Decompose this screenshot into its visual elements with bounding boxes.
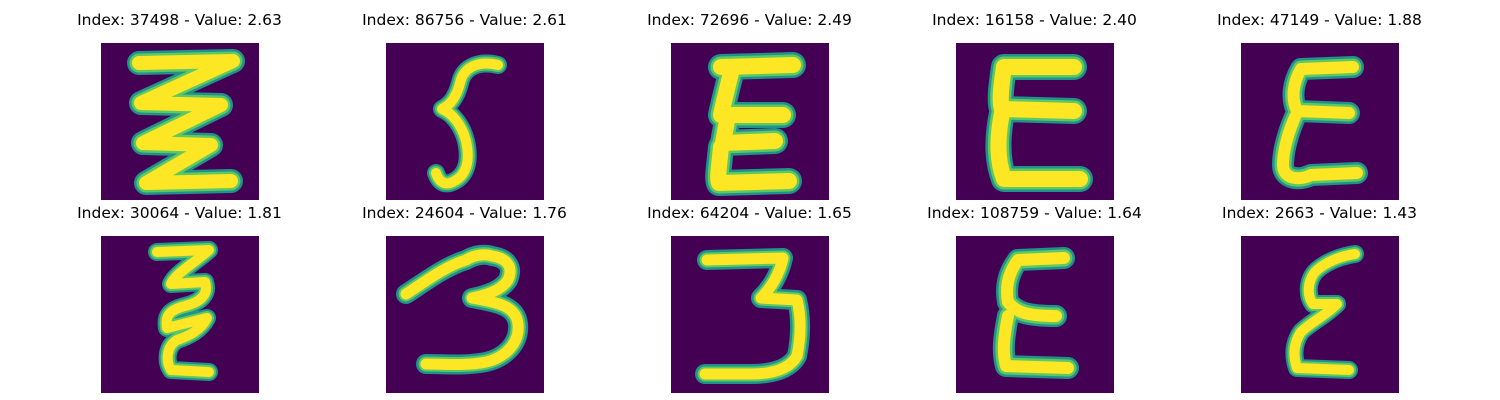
panel-title: Index: 30064 - Value: 1.81 <box>77 204 282 222</box>
panel-cell: Index: 72696 - Value: 2.49 <box>607 8 892 201</box>
glyph-drawing <box>427 54 507 193</box>
digit-image <box>671 43 829 200</box>
panel-title: Index: 86756 - Value: 2.61 <box>362 11 567 29</box>
glyph-drawing <box>985 54 1093 192</box>
digit-image <box>101 236 259 393</box>
digit-image <box>1241 43 1399 200</box>
glyph-drawing <box>127 49 245 195</box>
glyph-drawing <box>705 52 806 196</box>
digit-image <box>956 43 1114 200</box>
panel-cell: Index: 37498 - Value: 2.63 <box>37 8 322 201</box>
panel-title: Index: 64204 - Value: 1.65 <box>647 204 852 222</box>
panel-title: Index: 2663 - Value: 1.43 <box>1222 204 1417 222</box>
panel-cell: Index: 86756 - Value: 2.61 <box>322 8 607 201</box>
panel-cell: Index: 108759 - Value: 1.64 <box>892 201 1177 394</box>
panel-title: Index: 47149 - Value: 1.88 <box>1217 11 1422 29</box>
glyph-drawing <box>148 241 218 381</box>
panel-title: Index: 16158 - Value: 2.40 <box>932 11 1137 29</box>
glyph-drawing <box>1285 245 1364 379</box>
glyph-drawing <box>1272 56 1368 190</box>
panel-cell: Index: 24604 - Value: 1.76 <box>322 201 607 394</box>
digit-image <box>386 43 544 200</box>
glyph-drawing <box>992 247 1079 379</box>
panel-cell: Index: 2663 - Value: 1.43 <box>1177 201 1462 394</box>
digit-image <box>1241 236 1399 393</box>
glyph-drawing <box>396 244 529 375</box>
panel-title: Index: 37498 - Value: 2.63 <box>77 11 282 29</box>
panel-cell: Index: 16158 - Value: 2.40 <box>892 8 1177 201</box>
digit-image <box>386 236 544 393</box>
panel-title: Index: 24604 - Value: 1.76 <box>362 204 567 222</box>
panel-cell: Index: 64204 - Value: 1.65 <box>607 201 892 394</box>
panel-cell: Index: 47149 - Value: 1.88 <box>1177 8 1462 201</box>
panel-title: Index: 108759 - Value: 1.64 <box>927 204 1142 222</box>
digit-image <box>101 43 259 200</box>
panel-cell: Index: 30064 - Value: 1.81 <box>37 201 322 394</box>
digit-image <box>956 236 1114 393</box>
panel-title: Index: 72696 - Value: 2.49 <box>647 11 852 29</box>
glyph-drawing <box>695 248 810 384</box>
digit-image <box>671 236 829 393</box>
